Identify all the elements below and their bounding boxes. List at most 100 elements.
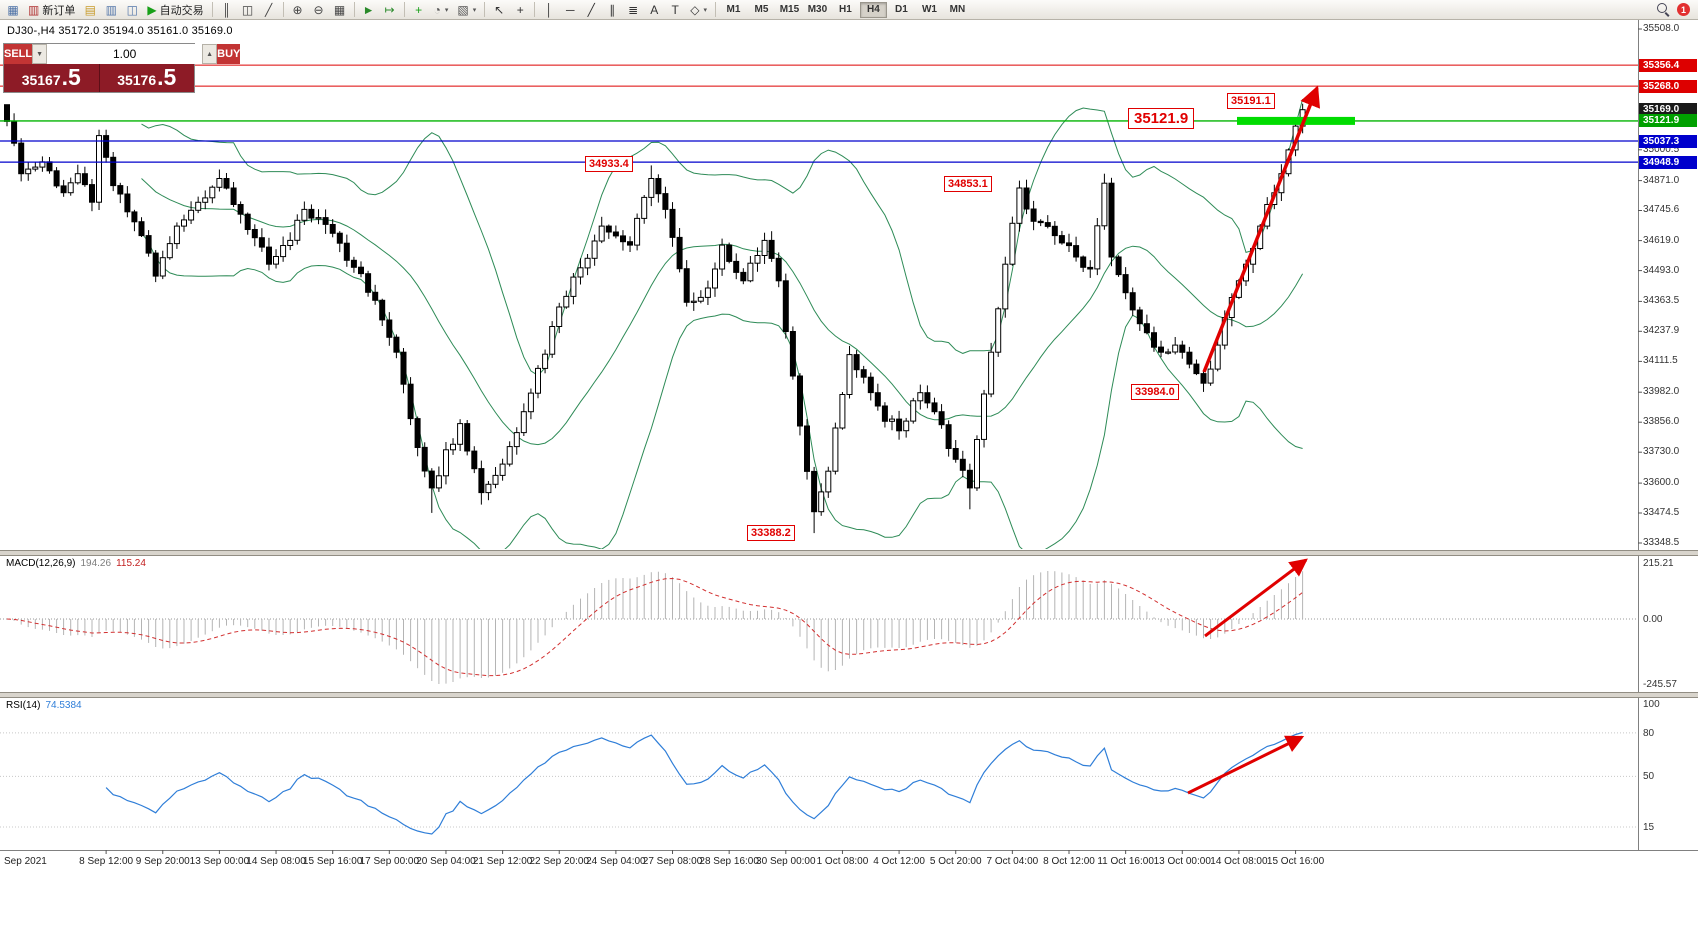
- candlestick-chart-icon: ◫: [241, 2, 254, 17]
- timeframe-m1[interactable]: M1: [720, 2, 747, 18]
- crosshair-icon[interactable]: +: [510, 1, 530, 19]
- periods-icon: ◔: [433, 2, 441, 17]
- price-callout[interactable]: 34853.1: [944, 176, 992, 192]
- volume-input[interactable]: [47, 44, 203, 64]
- autotrading-button[interactable]: ▶ 自动交易: [143, 1, 207, 19]
- tile-windows-icon: ▦: [333, 2, 346, 17]
- cursor-icon[interactable]: ↖: [489, 1, 509, 19]
- timeframe-mn[interactable]: MN: [944, 2, 971, 18]
- price-scale-tick: 34871.0: [1643, 174, 1680, 186]
- timeframe-h1[interactable]: H1: [832, 2, 859, 18]
- price-callout[interactable]: 34933.4: [585, 156, 633, 172]
- timeframe-m5[interactable]: M5: [748, 2, 775, 18]
- price-scale-tick: 34493.0: [1643, 264, 1680, 276]
- horizontal-line-icon: ─: [565, 2, 575, 17]
- price-level-badge: 34948.9: [1639, 155, 1697, 169]
- price-scale-tick: 33982.0: [1643, 386, 1680, 398]
- trendline-icon: ╱: [587, 2, 595, 17]
- pane-separator[interactable]: [0, 550, 1698, 556]
- sell-price[interactable]: 35167.5: [4, 64, 99, 92]
- timeframe-h4[interactable]: H4: [859, 1, 887, 18]
- trendline-icon[interactable]: ╱: [581, 1, 601, 19]
- timeframe-m15[interactable]: M15: [776, 2, 803, 18]
- price-level-badge: 35268.0: [1639, 79, 1697, 93]
- periods-icon[interactable]: ◔ ▾: [430, 1, 453, 19]
- zoom-in-icon[interactable]: ⊕: [288, 1, 308, 19]
- time-axis-label: 15 Sep 16:00: [302, 856, 363, 867]
- cursor-icon: ↖: [494, 2, 505, 17]
- sell-button[interactable]: SELL: [4, 44, 33, 64]
- search-icon[interactable]: [1656, 2, 1671, 17]
- notification-badge[interactable]: 1: [1677, 3, 1690, 16]
- shapes-icon: ◇: [690, 2, 700, 17]
- text-icon[interactable]: A: [644, 1, 664, 19]
- timeframe-m30[interactable]: M30: [804, 2, 831, 18]
- buy-price-pips: .5: [157, 64, 177, 90]
- horizontal-line-icon[interactable]: ─: [560, 1, 580, 19]
- toolbar-button-label: 新订单: [42, 4, 76, 17]
- volume-up-button[interactable]: ▲: [202, 44, 218, 64]
- sell-price-main: 35167: [21, 72, 61, 88]
- shapes-icon[interactable]: ◇ ▾: [686, 1, 711, 19]
- indicators-icon: +: [415, 2, 423, 17]
- navigator-icon: ◫: [126, 2, 139, 17]
- channel-icon[interactable]: ∥: [602, 1, 622, 19]
- price-callout[interactable]: 33388.2: [747, 525, 795, 541]
- market-watch-icon[interactable]: ▤: [80, 1, 100, 19]
- sell-price-pips: .5: [61, 64, 81, 90]
- channel-icon: ∥: [609, 2, 616, 17]
- navigator-icon[interactable]: ◫: [122, 1, 142, 19]
- macd-name: MACD(12,26,9): [6, 558, 76, 569]
- price-scale-tick: 33474.5: [1643, 507, 1680, 518]
- crosshair-icon: +: [516, 2, 524, 17]
- zoom-in-icon: ⊕: [292, 2, 303, 17]
- indicators-icon[interactable]: +: [409, 1, 429, 19]
- text-label-icon[interactable]: T: [665, 1, 685, 19]
- timeframe-w1[interactable]: W1: [916, 2, 943, 18]
- price-callout[interactable]: 35191.1: [1227, 93, 1275, 109]
- auto-scroll-icon[interactable]: ►: [359, 1, 379, 19]
- data-window-icon[interactable]: ▥: [101, 1, 121, 19]
- price-scale-tick: 33600.0: [1643, 477, 1680, 489]
- time-axis-label: 20 Sep 04:00: [416, 856, 476, 867]
- rsi-scale-tick: 50: [1643, 771, 1655, 783]
- templates-icon: ▧: [457, 2, 469, 17]
- bar-chart-icon[interactable]: ║: [217, 1, 237, 19]
- toolbar: ▦ ▥ 新订单 ▤ ▥ ◫ ▶ 自动交易 ║ ◫ ╱ ⊕ ⊖ ▦ ► ↦ + ◔ ▾ ▧ ▾ ↖ + │ ─ ╱ ∥ ≣ A T ◇ ▾ M1 M…: [0, 0, 1698, 20]
- buy-price[interactable]: 35176.5: [98, 64, 194, 92]
- candlestick-chart-icon[interactable]: ◫: [238, 1, 258, 19]
- price-callout[interactable]: 33984.0: [1131, 384, 1179, 400]
- line-chart-icon[interactable]: ╱: [259, 1, 279, 19]
- time-axis-label: 21 Sep 12:00: [472, 856, 533, 867]
- price-callout[interactable]: 35121.9: [1128, 108, 1195, 129]
- pane-separator[interactable]: [0, 692, 1698, 698]
- volume-down-button[interactable]: ▼: [32, 44, 48, 64]
- time-axis-label: 14 Oct 08:00: [1210, 856, 1268, 867]
- time-axis-label: 17 Sep 00:00: [359, 856, 420, 867]
- time-axis-label: 1 Oct 08:00: [816, 856, 869, 867]
- time-axis-label: 7 Oct 04:00: [986, 856, 1039, 867]
- price-scale-tick: 33730.0: [1643, 446, 1680, 458]
- time-axis-label: 11 Oct 16:00: [1097, 856, 1154, 867]
- new-chart-icon[interactable]: ▦: [3, 1, 23, 19]
- symbol-ohlc-text: DJ30-,H4 35172.0 35194.0 35161.0 35169.0: [7, 25, 233, 37]
- time-axis-label: 13 Sep 00:00: [189, 856, 250, 867]
- rsi-value: 74.5384: [45, 700, 82, 711]
- one-click-trading-panel: SELL ▼ ▲ BUY 35167.5 35176.5: [3, 43, 241, 93]
- zoom-out-icon[interactable]: ⊖: [309, 1, 329, 19]
- buy-button[interactable]: BUY: [217, 44, 241, 64]
- price-scale-tick: 35000.5: [1643, 143, 1680, 155]
- time-axis-label: 14 Sep 08:00: [246, 856, 306, 867]
- time-axis-label: Sep 2021: [4, 856, 47, 867]
- price-scale-tick: 34619.0: [1643, 234, 1680, 246]
- rsi-scale-tick: 80: [1643, 727, 1655, 739]
- new-order-button[interactable]: ▥ 新订单: [24, 1, 79, 19]
- templates-icon[interactable]: ▧ ▾: [453, 1, 480, 19]
- fibonacci-icon[interactable]: ≣: [623, 1, 643, 19]
- timeframe-d1[interactable]: D1: [888, 2, 915, 18]
- vertical-line-icon[interactable]: │: [539, 1, 559, 19]
- tile-windows-icon[interactable]: ▦: [330, 1, 350, 19]
- chart-shift-icon[interactable]: ↦: [380, 1, 400, 19]
